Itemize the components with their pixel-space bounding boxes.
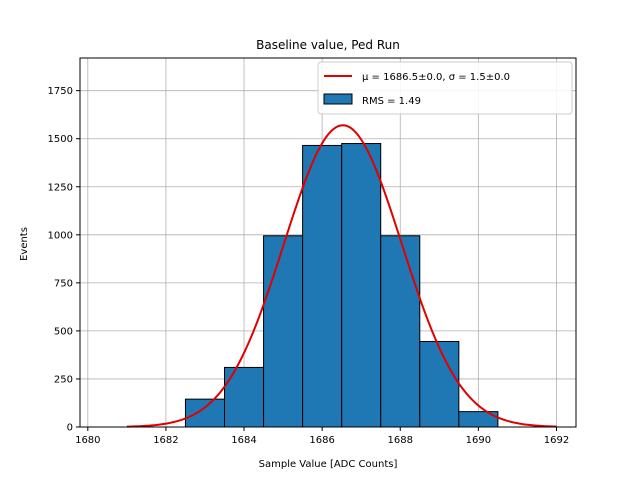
gaussian-fit-curve bbox=[126, 124, 557, 428]
x-tick-label: 1688 bbox=[388, 435, 413, 446]
histogram-bar bbox=[419, 340, 460, 428]
legend: μ = 1686.5±0.0, σ = 1.5±0.0 RMS = 1.49 bbox=[317, 61, 573, 115]
y-tick-label: 1000 bbox=[48, 230, 73, 241]
histogram-bars bbox=[184, 143, 499, 428]
histogram-bar bbox=[341, 143, 382, 428]
legend-box bbox=[317, 61, 573, 115]
legend-bar-swatch bbox=[323, 93, 353, 105]
histogram-bar bbox=[302, 144, 343, 428]
chart-title: Baseline value, Ped Run bbox=[256, 38, 400, 52]
x-tick-label: 1680 bbox=[75, 435, 100, 446]
histogram-bar bbox=[380, 235, 421, 428]
legend-rms-label: RMS = 1.49 bbox=[362, 96, 421, 107]
x-tick-label: 1692 bbox=[544, 435, 569, 446]
y-tick-label: 750 bbox=[54, 278, 73, 289]
y-tick-label: 500 bbox=[54, 326, 73, 337]
y-tick-label: 0 bbox=[67, 423, 73, 434]
y-tick-label: 1750 bbox=[48, 86, 73, 97]
x-tick-label: 1690 bbox=[466, 435, 491, 446]
y-tick-label: 1500 bbox=[48, 134, 73, 145]
x-tick-label: 1682 bbox=[153, 435, 178, 446]
x-axis-label: Sample Value [ADC Counts] bbox=[259, 459, 398, 470]
x-tick-label: 1684 bbox=[231, 435, 256, 446]
y-tick-label: 250 bbox=[54, 374, 73, 385]
legend-fit-label: μ = 1686.5±0.0, σ = 1.5±0.0 bbox=[362, 72, 510, 83]
x-axis-ticks: 1680 1682 1684 1686 1688 1690 1692 bbox=[75, 427, 569, 446]
y-axis-label: Events bbox=[19, 227, 30, 261]
y-axis-ticks: 0 250 500 750 1000 1250 1500 1750 bbox=[48, 86, 80, 434]
histogram-bar bbox=[184, 398, 226, 428]
x-tick-label: 1686 bbox=[309, 435, 334, 446]
y-tick-label: 1250 bbox=[48, 182, 73, 193]
plot-frame bbox=[79, 57, 577, 428]
histogram-bar bbox=[263, 235, 304, 428]
